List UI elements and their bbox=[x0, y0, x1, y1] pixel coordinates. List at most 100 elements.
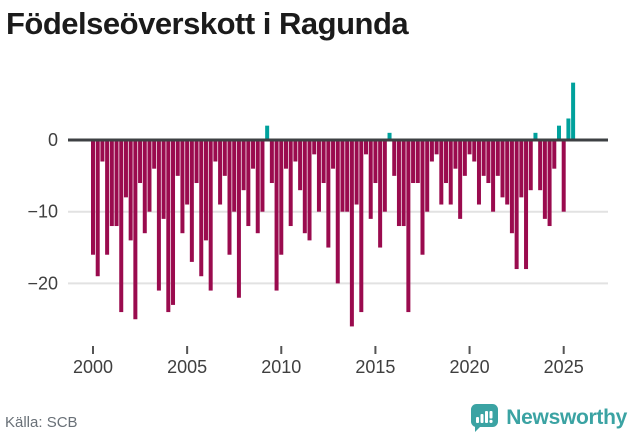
bar bbox=[387, 132, 392, 140]
bar bbox=[378, 140, 383, 248]
bar bbox=[439, 140, 444, 205]
bar bbox=[331, 140, 336, 169]
bar bbox=[189, 140, 194, 262]
bar bbox=[171, 140, 176, 305]
x-axis-label: 2020 bbox=[450, 357, 490, 377]
bar bbox=[467, 140, 472, 155]
newsworthy-wordmark: Newsworthy bbox=[506, 405, 627, 429]
bar bbox=[462, 140, 467, 176]
bar bbox=[382, 140, 387, 212]
bar bbox=[265, 125, 270, 140]
bar bbox=[302, 140, 307, 234]
bar bbox=[251, 140, 256, 169]
bar bbox=[566, 118, 571, 140]
bar bbox=[505, 140, 510, 205]
x-axis-label: 2010 bbox=[261, 357, 301, 377]
bar bbox=[269, 140, 274, 184]
bar bbox=[288, 140, 293, 227]
bar bbox=[105, 140, 110, 255]
bar bbox=[298, 140, 303, 191]
bar bbox=[128, 140, 133, 241]
bar bbox=[552, 140, 557, 169]
bar bbox=[349, 140, 354, 327]
bar bbox=[514, 140, 519, 270]
bar bbox=[340, 140, 345, 212]
bar bbox=[326, 140, 331, 248]
x-axis-label: 2005 bbox=[167, 357, 207, 377]
bar bbox=[345, 140, 350, 212]
chart-title: Födelseöverskott i Ragunda bbox=[6, 6, 409, 41]
bar bbox=[411, 140, 416, 184]
bar bbox=[373, 140, 378, 184]
bar bbox=[138, 140, 143, 184]
bar bbox=[542, 140, 547, 219]
bar bbox=[119, 140, 124, 313]
source-note: Källa: SCB bbox=[5, 414, 78, 431]
bar bbox=[241, 140, 246, 191]
bar bbox=[547, 140, 552, 227]
bar bbox=[561, 140, 566, 212]
x-axis-label: 2000 bbox=[73, 357, 113, 377]
bar bbox=[222, 140, 227, 176]
bar bbox=[232, 140, 237, 212]
bar bbox=[444, 140, 449, 184]
bar bbox=[95, 140, 100, 277]
bar bbox=[161, 140, 166, 219]
bar bbox=[434, 140, 439, 155]
bar bbox=[481, 140, 486, 176]
bar bbox=[109, 140, 114, 227]
bar bbox=[307, 140, 312, 241]
x-axis-label: 2025 bbox=[544, 357, 584, 377]
bar bbox=[185, 140, 190, 205]
bar bbox=[556, 125, 561, 140]
bar bbox=[406, 140, 411, 313]
y-axis-label: −10 bbox=[27, 202, 58, 222]
bar bbox=[354, 140, 359, 205]
bar bbox=[236, 140, 241, 298]
bar bbox=[100, 140, 105, 162]
bar bbox=[133, 140, 138, 320]
newsworthy-logo: Newsworthy bbox=[470, 403, 627, 432]
bar bbox=[538, 140, 543, 191]
bar bbox=[156, 140, 161, 291]
bar bbox=[203, 140, 208, 241]
bar bbox=[476, 140, 481, 205]
bar bbox=[458, 140, 463, 219]
bar bbox=[246, 140, 251, 227]
bar bbox=[175, 140, 180, 176]
bar bbox=[123, 140, 128, 198]
bar bbox=[166, 140, 171, 313]
bar bbox=[260, 140, 265, 212]
bar bbox=[227, 140, 232, 255]
bar bbox=[368, 140, 373, 219]
bar bbox=[486, 140, 491, 184]
bar bbox=[425, 140, 430, 212]
bar bbox=[91, 140, 95, 255]
bar bbox=[472, 140, 477, 162]
bar bbox=[491, 140, 496, 212]
bar bbox=[274, 140, 279, 291]
bar bbox=[392, 140, 397, 176]
bar bbox=[213, 140, 218, 162]
bar bbox=[420, 140, 425, 255]
newsworthy-speech-bubble-chart-icon bbox=[471, 404, 499, 432]
bar bbox=[316, 140, 321, 212]
y-axis-label: −20 bbox=[27, 273, 58, 293]
bar bbox=[147, 140, 152, 212]
y-axis-label: 0 bbox=[48, 130, 58, 150]
bar bbox=[396, 140, 401, 227]
bar bbox=[571, 82, 576, 140]
bar bbox=[255, 140, 260, 234]
bar bbox=[312, 140, 317, 155]
bar bbox=[335, 140, 340, 284]
bar bbox=[415, 140, 420, 184]
bar bbox=[180, 140, 185, 234]
bar bbox=[524, 140, 529, 270]
bar bbox=[401, 140, 406, 227]
bar bbox=[194, 140, 199, 184]
bar bbox=[359, 140, 364, 313]
bar bbox=[321, 140, 326, 184]
bar bbox=[218, 140, 223, 205]
bar bbox=[364, 140, 369, 155]
